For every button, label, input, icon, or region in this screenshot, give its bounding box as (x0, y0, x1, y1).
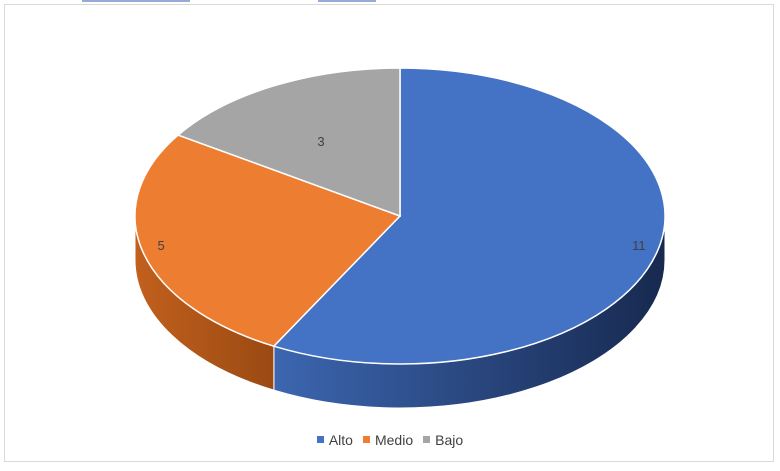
slice-medio[interactable] (134, 134, 402, 348)
data-label-alto: 11 (632, 238, 646, 253)
legend-item-alto: Alto (316, 432, 353, 448)
legend-item-bajo: Bajo (423, 432, 463, 448)
legend-label-alto: Alto (328, 432, 353, 448)
legend-label-medio: Medio (374, 432, 414, 448)
legend-item-medio: Medio (362, 432, 414, 448)
data-label-medio: 5 (157, 238, 164, 253)
legend-swatch-medio (362, 436, 370, 443)
slice-alto[interactable] (272, 67, 666, 365)
legend-label-bajo: Bajo (435, 432, 464, 448)
slice-bajo[interactable] (176, 67, 401, 218)
legend-swatch-bajo (423, 436, 431, 443)
legend: Alto Medio Bajo (0, 432, 780, 448)
legend-swatch-alto (316, 436, 324, 443)
top-edge (0, 0, 780, 4)
data-label-bajo: 3 (317, 134, 324, 149)
